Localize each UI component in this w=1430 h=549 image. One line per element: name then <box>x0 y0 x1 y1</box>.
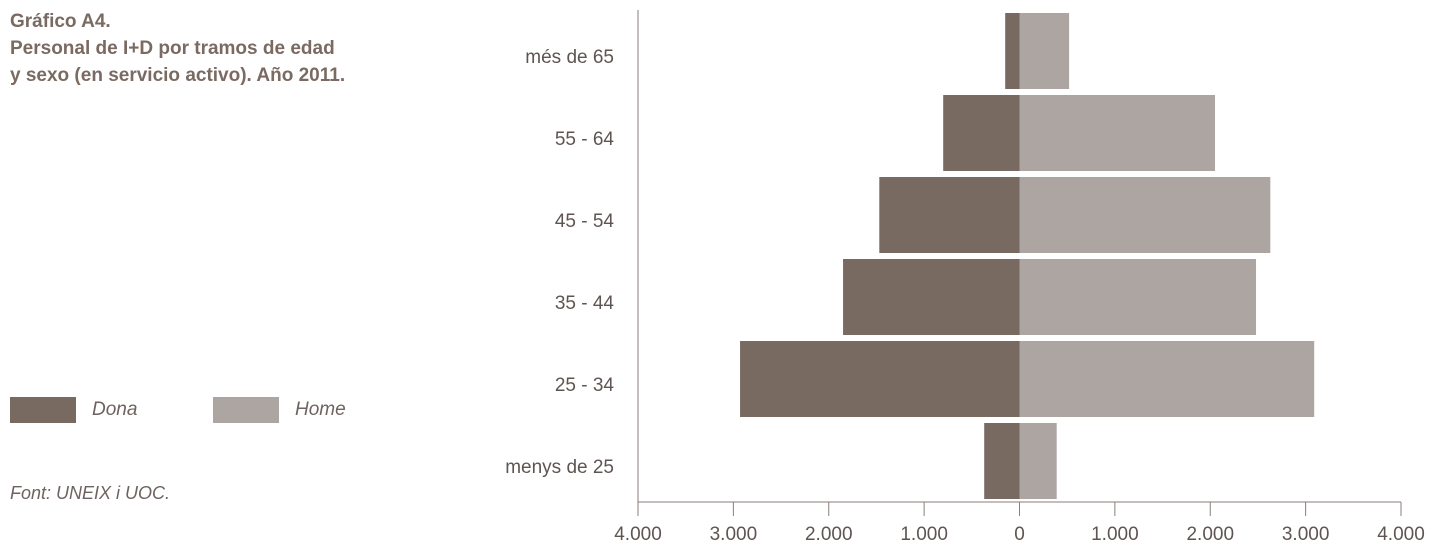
bar-dona-2 <box>879 177 1020 253</box>
bar-dona-4 <box>740 341 1020 417</box>
bar-home-5 <box>1019 423 1057 499</box>
x-tick-label-1: 3.000 <box>710 524 758 545</box>
chart-title: Gráfico A4. Personal de I+D por tramos d… <box>10 8 345 89</box>
bar-dona-3 <box>843 259 1020 335</box>
x-tick-label-7: 3.000 <box>1282 524 1330 545</box>
category-label-5: menys de 25 <box>505 457 614 478</box>
bar-home-0 <box>1019 13 1070 89</box>
x-tick-label-5: 1.000 <box>1091 524 1139 545</box>
x-tick-label-6: 2.000 <box>1186 524 1234 545</box>
category-label-3: 35 - 44 <box>555 293 615 314</box>
bar-dona-1 <box>943 95 1020 171</box>
chart-title-line-2: Personal de I+D por tramos de edad <box>10 38 335 59</box>
bar-dona-0 <box>1005 13 1020 89</box>
x-tick-label-2: 2.000 <box>805 524 853 545</box>
bar-home-1 <box>1019 95 1216 171</box>
chart-title-line-3: y sexo (en servicio activo). Año 2011. <box>10 65 346 86</box>
bar-home-2 <box>1019 177 1271 253</box>
legend-label-dona: Dona <box>92 399 138 420</box>
x-tick-label-4: 0 <box>1014 524 1025 545</box>
x-tick-label-0: 4.000 <box>614 524 662 545</box>
chart-title-line-1: Gráfico A4. <box>10 11 111 32</box>
category-label-4: 25 - 34 <box>555 375 615 396</box>
legend-swatch-dona <box>10 397 76 423</box>
category-label-1: 55 - 64 <box>555 129 615 150</box>
source-note: Font: UNEIX i UOC. <box>10 483 171 503</box>
bar-home-3 <box>1019 259 1257 335</box>
bar-dona-5 <box>984 423 1020 499</box>
category-label-2: 45 - 54 <box>555 211 615 232</box>
legend-label-home: Home <box>295 399 346 420</box>
x-tick-label-8: 4.000 <box>1377 524 1425 545</box>
x-tick-label-3: 1.000 <box>900 524 948 545</box>
legend-swatch-home <box>213 397 279 423</box>
bar-home-4 <box>1019 341 1315 417</box>
category-label-0: més de 65 <box>525 47 614 68</box>
